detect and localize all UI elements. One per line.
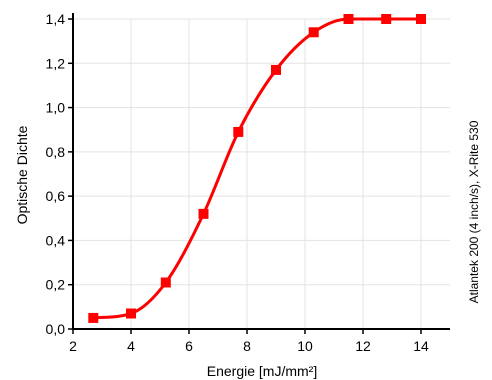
x-tick-label: 10 (297, 338, 313, 354)
y-axis-label: Optische Dichte (14, 125, 30, 224)
data-point (233, 126, 244, 137)
series-line (91, 17, 423, 320)
data-point (271, 64, 281, 75)
x-tick-label: 4 (127, 338, 135, 354)
x-tick-label: 2 (69, 338, 77, 354)
data-point (198, 208, 209, 219)
grid (73, 18, 450, 329)
y-tick-label: 1,4 (46, 11, 66, 27)
ticks: 2 4 6 8 10 12 14 0,0 0,2 0,4 0,6 0,8 1,0 1,2 1,4 (46, 11, 429, 354)
y-tick-label: 0,8 (46, 144, 66, 160)
x-tick-label: 12 (355, 338, 371, 354)
y-tick-label: 1,2 (46, 55, 66, 71)
x-axis-label: Energie [mJ/mm²] (207, 363, 317, 379)
instrument-note: Atlantek 200 (4 inch/s), X-Rite 530 (467, 120, 481, 303)
series-markers (88, 14, 426, 323)
axes (72, 13, 450, 330)
data-point (88, 312, 99, 323)
data-point (381, 14, 392, 24)
y-tick-label: 0,2 (46, 277, 66, 293)
y-tick-label: 1,0 (46, 100, 66, 116)
y-tick-label: 0,6 (46, 188, 66, 204)
data-point (416, 14, 426, 24)
y-tick-label: 0,0 (46, 321, 66, 337)
x-tick-label: 8 (243, 338, 251, 354)
x-tick-label: 14 (413, 338, 429, 354)
x-tick-label: 6 (185, 338, 193, 354)
data-point (160, 277, 171, 288)
data-point (126, 308, 136, 319)
data-point (343, 14, 354, 24)
data-point (308, 27, 319, 38)
y-tick-label: 0,4 (46, 232, 66, 248)
